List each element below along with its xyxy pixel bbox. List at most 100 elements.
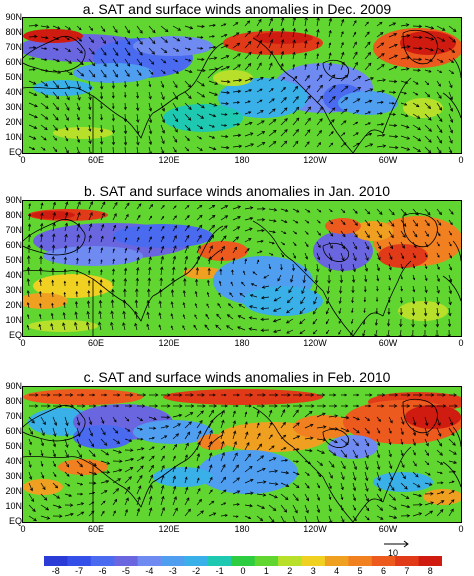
lon-label: 0: [458, 524, 464, 534]
lat-label: 60N: [5, 57, 22, 67]
anomaly-region: [328, 435, 378, 459]
lon-label: 180: [234, 155, 250, 165]
lon-label: 0: [20, 155, 26, 165]
anomaly-region: [325, 218, 361, 234]
colorbar-swatch: [207, 556, 232, 566]
lon-label: 60W: [378, 524, 398, 534]
lon-label: 120W: [303, 338, 327, 348]
lat-label: 50N: [5, 441, 22, 451]
lat-label: 10N: [5, 315, 22, 325]
colorbar-label: 2: [287, 566, 293, 576]
colorbar-label: 0: [240, 566, 246, 576]
colorbar-label: -5: [121, 566, 130, 576]
anomaly-region: [313, 231, 373, 271]
lat-label: 80N: [5, 210, 22, 220]
colorbar-swatch: [90, 556, 115, 566]
anomaly-region: [23, 29, 83, 43]
colorbar-label: 4: [334, 566, 340, 576]
panel-b-map: [22, 200, 462, 337]
anomaly-region: [253, 32, 313, 44]
lon-label: 120E: [158, 155, 180, 165]
colorbar-swatch: [324, 556, 349, 566]
lat-label: 30N: [5, 285, 22, 295]
anomaly-region: [400, 31, 456, 55]
reference-arrow-icon: [384, 540, 409, 548]
anomaly-region: [405, 405, 461, 429]
lon-label: 60E: [87, 524, 105, 534]
colorbar: [44, 556, 442, 566]
lon-label: 60E: [87, 338, 105, 348]
lat-label: 90N: [5, 12, 22, 22]
colorbar-swatch: [161, 556, 185, 566]
colorbar-label: -7: [75, 566, 84, 576]
colorbar-label: -2: [192, 566, 201, 576]
coastlines: [23, 212, 461, 336]
colorbar-label: -6: [98, 566, 107, 576]
lat-label: 60N: [5, 240, 22, 250]
colorbar-label: 1: [263, 566, 269, 576]
wind-vectors: [26, 201, 454, 336]
anomaly-region: [58, 459, 108, 475]
anomaly-region: [73, 425, 133, 449]
lon-label: 60E: [87, 155, 105, 165]
colorbar-swatch: [348, 556, 373, 566]
anomaly-region: [43, 246, 143, 266]
colorbar-swatch: [67, 556, 92, 566]
lon-label: 120E: [158, 338, 180, 348]
lon-label: 180: [234, 338, 250, 348]
reference-vector-label: 10: [388, 548, 399, 558]
lon-label: 180: [234, 524, 250, 534]
anomaly-region: [198, 450, 298, 494]
colorbar-label: -4: [145, 566, 154, 576]
lat-label: 50N: [5, 255, 22, 265]
anomaly-region: [113, 224, 213, 248]
panel-c-title: c. SAT and surface winds anomalies in Fe…: [83, 369, 391, 385]
anomaly-region: [353, 221, 393, 241]
lon-label: 120W: [303, 524, 327, 534]
colorbar-swatch: [395, 556, 420, 566]
panel-c-map: [22, 386, 462, 523]
lat-label: 10N: [5, 132, 22, 142]
anomaly-region: [213, 70, 253, 86]
wind-vectors: [28, 18, 457, 153]
colorbar-swatch: [301, 556, 326, 566]
anomaly-region: [198, 241, 248, 261]
lat-label: 40N: [5, 456, 22, 466]
colorbar-label: -8: [51, 566, 60, 576]
colorbar-label: 6: [380, 566, 386, 576]
colorbar-swatch: [254, 556, 279, 566]
colorbar-swatch: [184, 556, 209, 566]
panel-a-map: [22, 17, 462, 154]
colorbar-swatch: [114, 556, 139, 566]
panel-a-title: a. SAT and surface winds anomalies in De…: [82, 1, 392, 17]
colorbar-label: -1: [215, 566, 224, 576]
colorbar-swatch: [371, 556, 396, 566]
anomaly-region: [403, 98, 443, 118]
lat-label: 30N: [5, 102, 22, 112]
anomaly-region: [23, 389, 143, 405]
lon-label: 0: [458, 155, 464, 165]
lat-label: 20N: [5, 486, 22, 496]
lon-label: 0: [20, 524, 26, 534]
lat-label: EQ: [8, 147, 22, 157]
lat-label: 80N: [5, 27, 22, 37]
colorbar-label: 8: [427, 566, 433, 576]
lon-label: 120W: [303, 155, 327, 165]
colorbar-swatch: [278, 556, 303, 566]
lat-label: 40N: [5, 270, 22, 280]
anomaly-region: [53, 127, 113, 139]
panel-b-title: b. SAT and surface winds anomalies in Ja…: [83, 183, 391, 199]
lat-label: 90N: [5, 195, 22, 205]
colorbar-swatch: [44, 556, 68, 566]
anomaly-region: [28, 320, 98, 332]
lat-label: 90N: [5, 381, 22, 391]
anomaly-region: [243, 286, 323, 316]
colorbar-label: 3: [310, 566, 316, 576]
anomaly-region: [398, 301, 448, 321]
lat-label: EQ: [8, 330, 22, 340]
anomaly-region: [378, 244, 428, 268]
anomaly-region: [423, 489, 461, 505]
colorbar-swatch: [418, 556, 442, 566]
lat-label: 70N: [5, 42, 22, 52]
lat-label: 20N: [5, 300, 22, 310]
